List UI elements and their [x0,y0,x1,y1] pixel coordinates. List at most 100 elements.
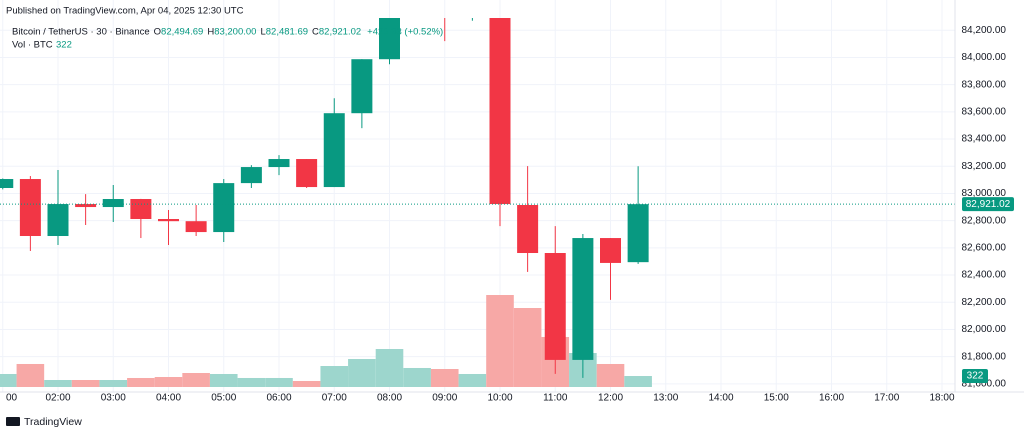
x-tick-label: 00 [6,393,18,404]
y-tick-label: 83,400.00 [962,134,1007,145]
y-tick-label: 83,200.00 [962,161,1007,172]
candle-body [185,221,207,233]
volume-bar [375,349,404,387]
legend-key: L [260,27,265,38]
candle-body [268,159,290,168]
volume-bar [320,366,349,387]
volume-bar [44,380,72,387]
candle-body [240,167,262,184]
volume-bar [403,367,431,387]
candle-body [600,238,621,263]
volume-bar [127,377,155,387]
candle-body [296,159,318,188]
legend-value: 82,921.02 [319,27,361,38]
x-tick-label: 05:00 [211,393,236,404]
legend-value: 82,481.69 [266,27,308,38]
x-tick-label: 11:00 [543,393,568,404]
x-tick-label: 17:00 [874,393,899,404]
x-tick-label: 18:00 [929,393,954,404]
volume-box [962,369,988,384]
volume-label: 322 [967,371,984,382]
last-price-box [962,197,1014,212]
grid [0,0,955,392]
candle-body [47,204,69,237]
legend: Bitcoin / TetherUS · 30 · Binance Vol · … [12,27,443,51]
symbol: Bitcoin / TetherUS · 30 · Binance [12,27,150,38]
candle-body [572,238,594,360]
plot-area [0,0,955,387]
y-tick-label: 82,000.00 [962,324,1007,335]
volume-title: Vol · BTC [12,40,53,51]
legend-key: C [312,27,319,38]
y-tick-label: 82,400.00 [962,270,1007,281]
candle-body [0,179,14,188]
volume-bar [292,380,321,387]
x-tick-label: 02:00 [45,393,70,404]
volume-bar [596,363,625,387]
volume-bar [624,376,652,387]
legend-key: H [207,27,214,38]
candle-body [544,253,566,360]
candle-body [407,0,428,10]
x-tick-label: 13:00 [653,393,678,404]
legend-value: 83,200.00 [214,27,256,38]
y-tick-label: 83,600.00 [962,106,1007,117]
candle-body [351,59,373,114]
candle-body [158,219,179,222]
candle-body [19,179,41,237]
volume-bar [458,373,487,387]
axes: 81,600.00 81,800.00 82,000.00 82,200.00 82,4… [6,25,1014,404]
candle-body [379,18,400,60]
volume-bar [209,373,238,387]
x-tick-label: 04:00 [156,393,181,404]
y-tick-label: 81,800.00 [962,351,1007,362]
x-tick-label: 06:00 [266,393,291,404]
brand: TradingView [6,416,82,428]
volume-bar [348,359,376,387]
x-tick-label: 09:00 [432,393,457,404]
legend-change: +426.33 (+0.52%) [367,27,443,38]
volume-bar [0,373,17,387]
legend-value: 82,494.69 [161,27,203,38]
x-tick-label: 03:00 [101,393,126,404]
published: Published on TradingView.com, Apr 04, 20… [6,6,244,17]
x-tick-label: 08:00 [377,393,402,404]
candle-body [130,199,152,220]
volume-bar [265,377,293,387]
x-tick-label: 07:00 [322,393,347,404]
candle-body [75,204,97,208]
candle-body [102,199,124,208]
brand-logo [6,417,20,426]
volume-bar [486,295,514,387]
brand-text: TradingView [24,416,82,428]
volume-bar [430,369,459,387]
x-tick-label: 14:00 [708,393,733,404]
volume-value: 322 [56,40,72,51]
x-tick-label: 15:00 [764,393,789,404]
volume-bar [154,376,183,387]
volume-bar [182,373,210,387]
candle-body [213,183,235,233]
candle-body [517,205,539,254]
y-tick-label: 82,600.00 [962,242,1007,253]
y-tick-label: 84,200.00 [962,25,1007,36]
y-tick-label: 82,800.00 [962,215,1007,226]
y-tick-label: 81,600.00 [962,378,1007,389]
candle-body [323,113,345,188]
y-tick-label: 83,800.00 [962,79,1007,90]
legend-key: O [154,27,161,38]
last-price-label: 82,921.02 [966,199,1011,210]
candle-body [462,6,483,17]
x-tick-label: 12:00 [598,393,623,404]
y-tick-label: 84,000.00 [962,52,1007,63]
volume-bar [513,308,542,387]
x-tick-label: 16:00 [819,393,844,404]
y-tick-label: 82,200.00 [962,297,1007,308]
y-tick-label: 83,000.00 [962,188,1007,199]
candle-body [627,204,649,263]
candle-body [489,18,511,205]
volume-bar [16,363,45,387]
x-tick-label: 10:00 [487,393,512,404]
volume-bar [237,377,266,387]
